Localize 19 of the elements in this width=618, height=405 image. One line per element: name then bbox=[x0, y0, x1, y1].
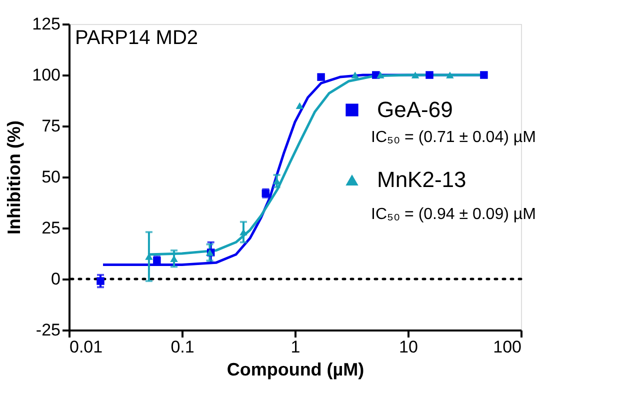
legend-label: GeA-69 bbox=[377, 97, 453, 122]
y-tick-label: -25 bbox=[36, 320, 60, 340]
annotation: IC₅₀ = (0.71 ± 0.04) µM bbox=[371, 129, 536, 146]
y-tick-label: 25 bbox=[42, 218, 60, 238]
x-tick-label: 1 bbox=[290, 338, 300, 356]
chart-title: PARP14 MD2 bbox=[75, 27, 198, 49]
y-tick-label: 50 bbox=[42, 168, 60, 186]
y-tick-label: 100 bbox=[32, 66, 60, 84]
legend-label: MnK2-13 bbox=[377, 167, 466, 192]
x-tick-label: 100 bbox=[493, 338, 522, 356]
annotation: IC₅₀ = (0.94 ± 0.09) µM bbox=[371, 206, 536, 223]
x-axis-title: Compound (µM) bbox=[226, 360, 364, 380]
y-tick-label: 0 bbox=[51, 270, 60, 288]
y-tick-label: 75 bbox=[42, 116, 60, 136]
x-tick-label: 10 bbox=[399, 338, 418, 356]
x-tick-label: 0.01 bbox=[70, 338, 103, 356]
y-axis-title: Inhibition (%) bbox=[4, 120, 24, 234]
x-tick-label: 0.1 bbox=[170, 338, 194, 356]
y-tick-label: 125 bbox=[32, 14, 60, 34]
